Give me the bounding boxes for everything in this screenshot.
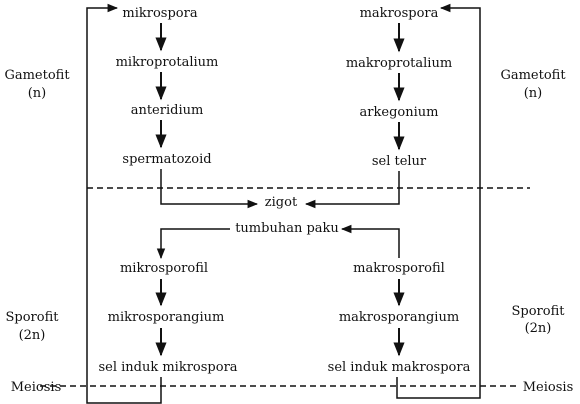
sporophyte-label-right: Sporofit (512, 304, 566, 319)
arrow-fern-plant-to-macrosporophyll (340, 224, 400, 258)
node-macrospore-mother-cell: sel induk makrospora (328, 360, 471, 375)
arrow-spermatozoid-to-zygote (160, 169, 259, 209)
node-macroprothallium: makroprotalium (346, 56, 452, 71)
gametophyte-ploidy-right: (n) (524, 86, 543, 101)
meiosis-label-left: Meiosis (11, 380, 62, 395)
node-microspore-mother-cell: sel induk mikrospora (98, 360, 237, 375)
node-fern-plant: tumbuhan paku (235, 221, 339, 236)
node-antheridium: anteridium (131, 103, 204, 118)
node-macrosporophyll: makrosporofil (353, 261, 445, 276)
meiosis-label-right: Meiosis (523, 380, 574, 395)
loop-macrospore-mother-cell-to-macrospore (396, 3, 481, 399)
node-microprothallium: mikroprotalium (116, 55, 219, 70)
sporophyte-ploidy-right: (2n) (525, 321, 552, 336)
node-zygote: zigot (265, 195, 298, 210)
gametophyte-ploidy-left: (n) (28, 86, 47, 101)
sporophyte-label-left: Sporofit (6, 310, 60, 325)
sporophyte-ploidy-left: (2n) (19, 328, 46, 343)
node-macrospore: makrospora (360, 6, 439, 21)
gametophyte-label-left: Gametofit (4, 68, 70, 83)
node-archegonium: arkegonium (360, 105, 439, 120)
arrow-egg-cell-to-zygote (304, 171, 400, 209)
node-egg-cell: sel telur (372, 154, 427, 169)
node-microsporophyll: mikrosporofil (120, 261, 208, 276)
loop-microspore-mother-cell-to-microspore (86, 3, 162, 404)
node-spermatozoid: spermatozoid (122, 152, 211, 167)
arrow-fern-plant-to-microsporophyll (156, 228, 230, 260)
node-microsporangium: mikrosporangium (108, 310, 225, 325)
node-macrosporangium: makrosporangium (339, 310, 459, 325)
node-microspore: mikrospora (122, 6, 197, 21)
gametophyte-label-right: Gametofit (500, 68, 566, 83)
